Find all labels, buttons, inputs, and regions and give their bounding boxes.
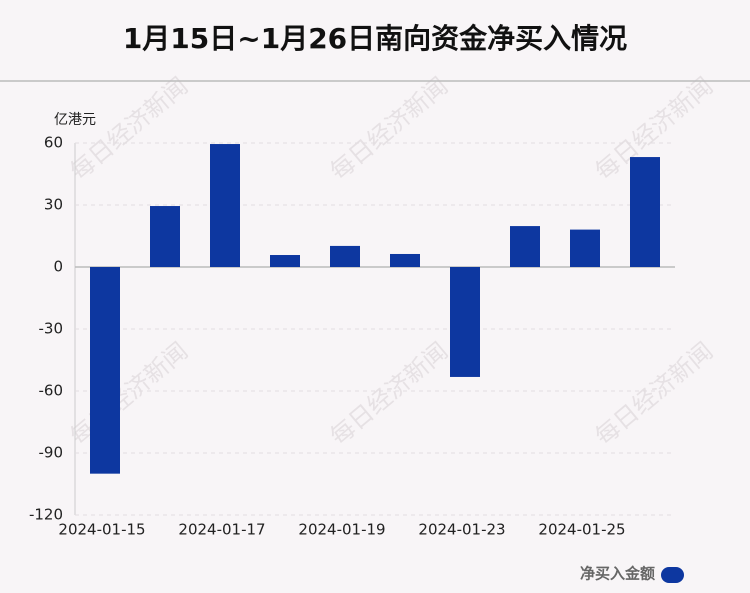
x-tick-label: 2024-01-25 — [538, 521, 625, 539]
x-tick-label: 2024-01-23 — [418, 521, 505, 539]
x-tick-label: 2024-01-15 — [58, 521, 145, 539]
y-tick-label: 60 — [44, 134, 63, 152]
y-tick-label: 0 — [53, 258, 63, 276]
y-tick-label: -120 — [29, 506, 63, 524]
y-unit: 亿港元 — [54, 112, 96, 128]
bar — [150, 206, 180, 267]
bar — [210, 144, 240, 267]
chart-title: 1月15日~1月26日南向资金净买入情况 — [123, 22, 627, 55]
y-tick-label: 30 — [44, 196, 63, 214]
bar — [390, 253, 420, 267]
bar — [570, 229, 600, 267]
bar — [330, 245, 360, 267]
x-tick-label: 2024-01-19 — [298, 521, 385, 539]
x-tick-label: 2024-01-17 — [178, 521, 265, 539]
y-tick-label: -90 — [39, 444, 64, 462]
bar — [450, 267, 480, 377]
bar — [630, 157, 660, 267]
bar — [270, 255, 300, 267]
y-tick-label: -60 — [39, 382, 64, 400]
legend-label: 净买入金额 — [580, 565, 655, 583]
bar — [90, 267, 120, 474]
legend-swatch — [661, 567, 684, 583]
bar — [510, 226, 540, 267]
y-tick-label: -30 — [39, 320, 64, 338]
